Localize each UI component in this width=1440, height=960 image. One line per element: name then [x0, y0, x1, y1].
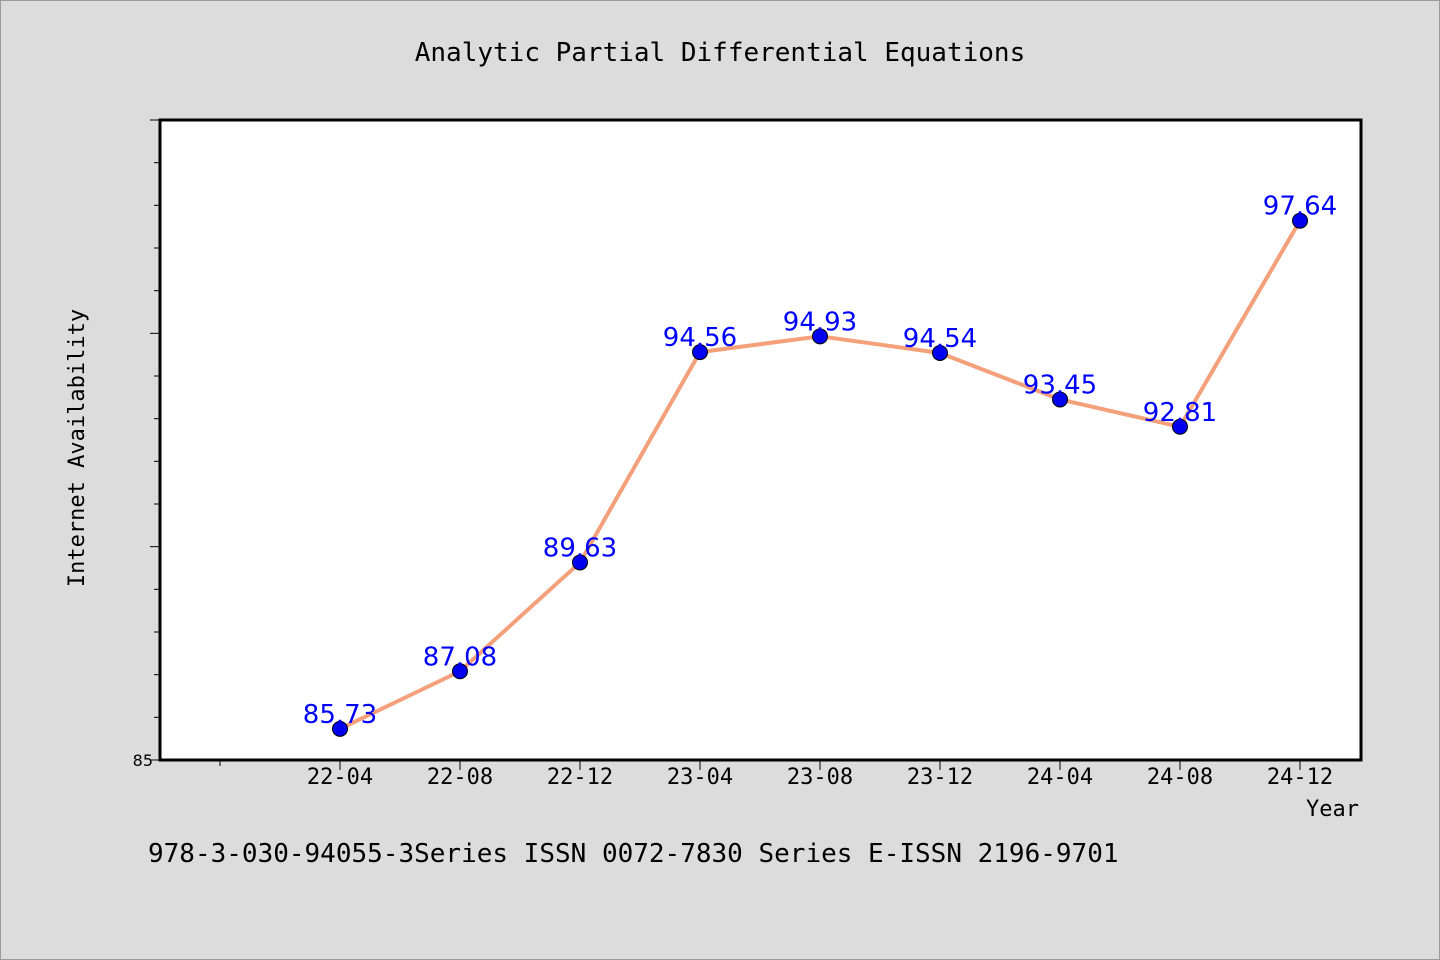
data-label: 89.63	[543, 533, 617, 563]
y-tick-label-85: 85	[133, 751, 153, 770]
x-tick-label: 23-08	[787, 765, 853, 790]
x-tick-label: 24-12	[1267, 765, 1333, 790]
x-tick-label: 22-04	[307, 765, 373, 790]
data-point-marker	[332, 720, 348, 737]
data-label: 92.81	[1143, 398, 1217, 428]
data-label: 94.54	[903, 324, 977, 354]
y-axis-label: Internet Availability	[65, 309, 90, 587]
y-axis-ticks	[150, 119, 160, 761]
footer-text: 978-3-030-94055-3Series ISSN 0072-7830 S…	[148, 839, 1119, 869]
data-point-marker	[812, 328, 828, 345]
data-label: 87.08	[423, 642, 497, 672]
x-tick-label: 22-12	[547, 765, 613, 790]
data-point-marker	[572, 554, 588, 571]
data-label: 93.45	[1023, 370, 1097, 400]
data-point-marker	[1052, 391, 1068, 408]
series-group: 85.73 87.08 89.63 94.56 94.93 94.54 93.45 92.81…	[303, 192, 1337, 737]
data-point-marker	[1172, 418, 1188, 435]
x-axis-ticks: 22-04 22-08 22-12 23-04 23-08 23-12 24-04 24-08…	[219, 760, 1333, 790]
data-label: 94.93	[783, 307, 857, 337]
x-tick-label: 24-08	[1147, 765, 1213, 790]
x-axis-label: Year	[1306, 797, 1359, 822]
x-tick-label: 23-12	[907, 765, 973, 790]
data-label: 97.64	[1263, 192, 1337, 222]
data-point-marker	[692, 344, 708, 361]
x-tick-label: 22-08	[427, 765, 493, 790]
data-label: 94.56	[663, 323, 737, 353]
data-label: 85.73	[303, 700, 377, 730]
data-point-marker	[1292, 212, 1308, 229]
data-point-marker	[452, 663, 468, 680]
x-tick-label: 24-04	[1027, 765, 1093, 790]
plot-area	[158, 118, 1363, 762]
chart-title: Analytic Partial Differential Equations	[415, 38, 1025, 68]
x-tick-label: 23-04	[667, 765, 733, 790]
data-point-marker	[932, 344, 948, 361]
